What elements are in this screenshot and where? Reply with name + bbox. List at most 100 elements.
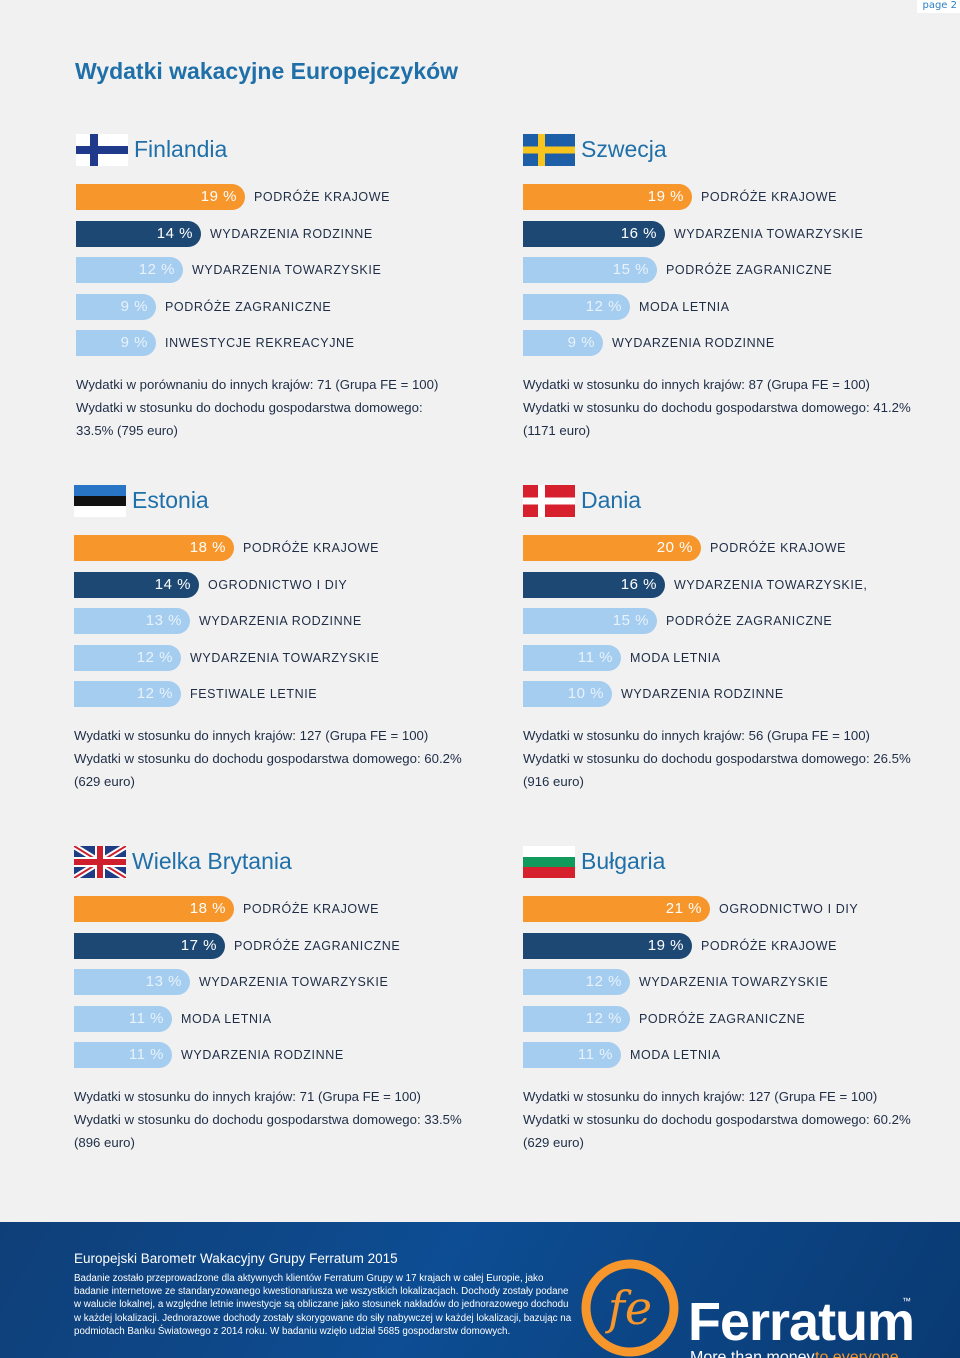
percent-bar: 15 % <box>523 608 657 634</box>
country-header: Estonia <box>74 485 494 521</box>
logo-fe-mark: fe <box>605 1281 652 1335</box>
country-block: Bułgaria 21 % OGRODNICTWO I DIY 19 % PODRÓŻE… <box>523 846 943 1154</box>
country-name: Bułgaria <box>581 848 666 874</box>
country-name: Estonia <box>132 487 209 513</box>
bar-row: 13 % WYDARZENIA TOWARZYSKIE <box>74 969 494 1006</box>
stats-line: Wydatki w stosunku do dochodu gospodarst… <box>74 1111 462 1127</box>
bar-label: PODRÓŻE ZAGRANICZNE <box>165 299 332 314</box>
percent-bar: 9 % <box>76 293 156 320</box>
bar-label: PODRÓŻE ZAGRANICZNE <box>234 938 401 953</box>
bar-label: MODA LETNIA <box>630 650 721 665</box>
country-block: Finlandia 19 % PODRÓŻE KRAJOWE 14 % WYDARZEN… <box>76 134 496 442</box>
bar-row: 9 % INWESTYCJE REKREACYJNE <box>76 330 496 367</box>
logo-wordmark: Ferratum <box>688 1292 914 1352</box>
bar-label: PODRÓŻE KRAJOWE <box>243 541 380 555</box>
percent-bar: 16 % <box>523 571 665 598</box>
country-stats: Wydatki w stosunku do innych krajów: 56 … <box>523 724 943 793</box>
country-name: Szwecja <box>581 136 667 162</box>
ferratum-logo-icon: fe Ferratum ™ More than money to everyon… <box>581 1259 915 1358</box>
bar-row: 13 % WYDARZENIA RODZINNE <box>74 608 494 645</box>
bar-row: 12 % PODRÓŻE ZAGRANICZNE <box>523 1005 943 1043</box>
country-stats: Wydatki w stosunku do innych krajów: 71 … <box>74 1085 494 1154</box>
bar-row: 12 % FESTIWALE LETNIE <box>74 681 494 718</box>
bar-row: 9 % WYDARZENIA RODZINNE <box>523 330 943 367</box>
country-block: Dania 20 % PODRÓŻE KRAJOWE 16 % WYDARZENIA T… <box>523 485 943 793</box>
percent-bar: 13 % <box>74 608 190 634</box>
bar-label: PODRÓŻE KRAJOWE <box>701 190 838 204</box>
bar-label: OGRODNICTWO I DIY <box>719 902 859 916</box>
bar-row: 18 % PODRÓŻE KRAJOWE <box>74 535 494 572</box>
country-stats: Wydatki w stosunku do innych krajów: 87 … <box>523 373 943 442</box>
percent-bar: 14 % <box>74 571 199 598</box>
uk-flag-icon <box>72 843 128 881</box>
denmark-flag-icon <box>523 485 575 517</box>
country-block: Szwecja 19 % PODRÓŻE KRAJOWE 16 % WYDARZENIA… <box>523 134 943 442</box>
page-label: page 2 <box>917 0 960 13</box>
percent-bar: 11 % <box>74 1005 172 1032</box>
country-header: Finlandia <box>76 134 496 170</box>
country-block: Estonia 18 % PODRÓŻE KRAJOWE 14 % OGRODNICTW… <box>74 485 494 793</box>
country-header: Dania <box>523 485 943 521</box>
percent-bar: 16 % <box>523 220 665 247</box>
percent-bar: 21 % <box>523 896 710 922</box>
country-block: Wielka Brytania 18 % PODRÓŻE KRAJOWE 17 % PO… <box>72 843 494 1154</box>
country-header: Szwecja <box>523 134 943 170</box>
stats-line: Wydatki w stosunku do dochodu gospodarst… <box>523 399 911 415</box>
country-name: Dania <box>581 487 642 513</box>
bar-row: 19 % PODRÓŻE KRAJOWE <box>523 932 943 970</box>
bar-label: WYDARZENIA TOWARZYSKIE <box>639 975 829 989</box>
stats-line: Wydatki w stosunku do innych krajów: 56 … <box>523 727 870 743</box>
percent-bar: 12 % <box>76 257 183 283</box>
stats-line: Wydatki w stosunku do innych krajów: 71 … <box>74 1088 421 1104</box>
bar-row: 14 % OGRODNICTWO I DIY <box>74 571 494 609</box>
stats-line: Wydatki w stosunku do dochodu gospodarst… <box>523 1111 911 1127</box>
percent-bar: 11 % <box>523 644 621 671</box>
sweden-flag-icon <box>523 134 575 166</box>
bar-label: PODRÓŻE KRAJOWE <box>254 190 391 204</box>
bar-label: MODA LETNIA <box>630 1048 721 1062</box>
bar-row: 9 % PODRÓŻE ZAGRANICZNE <box>76 293 496 331</box>
bar-row: 17 % PODRÓŻE ZAGRANICZNE <box>74 932 494 970</box>
bar-row: 12 % WYDARZENIA TOWARZYSKIE <box>76 257 496 294</box>
bar-label: WYDARZENIA RODZINNE <box>612 336 775 350</box>
bar-list: 19 % PODRÓŻE KRAJOWE 14 % WYDARZENIA RODZIN… <box>76 184 496 367</box>
percent-bar: 20 % <box>523 535 701 561</box>
bar-label: WYDARZENIA TOWARZYSKIE, <box>674 577 868 592</box>
bar-label: WYDARZENIA TOWARZYSKIE <box>674 226 864 241</box>
bar-label: MODA LETNIA <box>181 1011 272 1026</box>
percent-bar: 12 % <box>523 969 630 995</box>
bar-label: OGRODNICTWO I DIY <box>208 577 348 592</box>
percent-bar: 10 % <box>523 681 612 707</box>
country-stats: Wydatki w porównaniu do innych krajów: 7… <box>76 373 496 442</box>
bar-label: PODRÓŻE ZAGRANICZNE <box>639 1011 806 1026</box>
bar-row: 19 % PODRÓŻE KRAJOWE <box>76 184 496 221</box>
bar-row: 11 % MODA LETNIA <box>523 1042 943 1079</box>
svg-text:™: ™ <box>902 1296 911 1306</box>
stats-line: (1171 euro) <box>523 422 591 438</box>
footer: Europejski Barometr Wakacyjny Grupy Ferr… <box>0 1222 960 1358</box>
percent-bar: 9 % <box>523 330 603 356</box>
bar-row: 16 % WYDARZENIA TOWARZYSKIE <box>523 220 943 258</box>
bar-label: WYDARZENIA TOWARZYSKIE <box>192 263 382 277</box>
bar-label: PODRÓŻE ZAGRANICZNE <box>666 263 833 277</box>
stats-line: Wydatki w stosunku do dochodu gospodarst… <box>74 750 462 766</box>
bar-row: 12 % WYDARZENIA TOWARZYSKIE <box>74 644 494 682</box>
percent-bar: 9 % <box>76 330 156 356</box>
bar-row: 16 % WYDARZENIA TOWARZYSKIE, <box>523 571 943 609</box>
bar-label: WYDARZENIA RODZINNE <box>181 1048 344 1062</box>
bar-label: PODRÓŻE KRAJOWE <box>701 938 838 953</box>
bar-row: 21 % OGRODNICTWO I DIY <box>523 896 943 933</box>
country-stats: Wydatki w stosunku do innych krajów: 127… <box>523 1085 943 1154</box>
percent-bar: 17 % <box>74 932 225 959</box>
bar-list: 20 % PODRÓŻE KRAJOWE 16 % WYDARZENIA TOWARZ… <box>523 535 943 718</box>
stats-line: (629 euro) <box>74 773 135 789</box>
bar-label: FESTIWALE LETNIE <box>190 687 318 701</box>
percent-bar: 18 % <box>74 896 234 922</box>
bar-row: 11 % MODA LETNIA <box>523 644 943 682</box>
percent-bar: 19 % <box>523 932 692 959</box>
bar-row: 12 % WYDARZENIA TOWARZYSKIE <box>523 969 943 1006</box>
bar-row: 14 % WYDARZENIA RODZINNE <box>76 220 496 258</box>
bulgaria-flag-icon <box>523 846 575 878</box>
stats-line: Wydatki w stosunku do dochodu gospodarst… <box>76 399 423 415</box>
percent-bar: 19 % <box>76 184 245 210</box>
